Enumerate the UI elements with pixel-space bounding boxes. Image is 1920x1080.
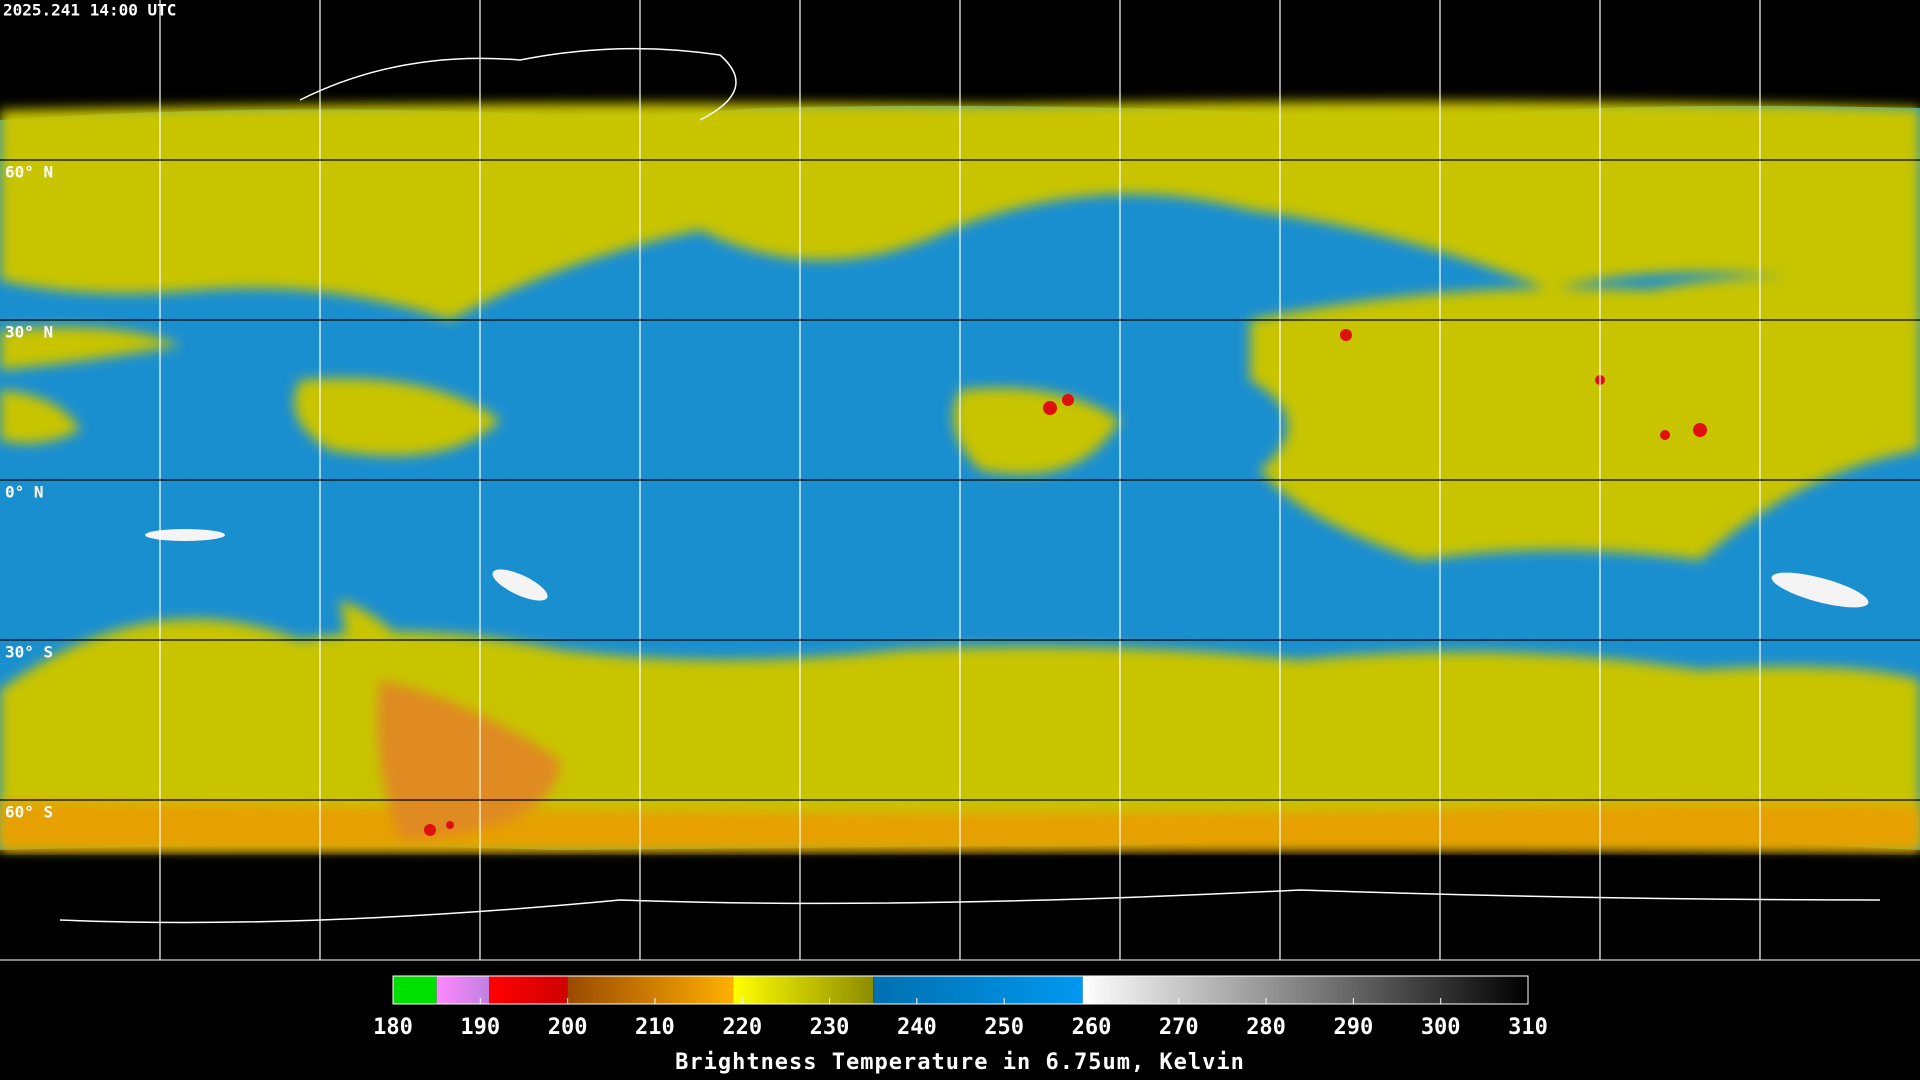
- colorbar-segment: [1082, 976, 1528, 1004]
- colorbar-tick-label: 230: [810, 1015, 850, 1040]
- colorbar: 180 190 200 210 220 230 240 250 260 270 280 290 300 3…: [373, 975, 1548, 1075]
- colorbar-tick-label: 300: [1421, 1015, 1461, 1040]
- colorbar-segment: [873, 976, 1083, 1004]
- lat-label: 30° N: [5, 323, 53, 342]
- graticule: [0, 0, 1920, 961]
- colorbar-frame: [392, 975, 1529, 1005]
- colorbar-tick-label: 290: [1334, 1015, 1374, 1040]
- lat-label: 60° N: [5, 163, 53, 182]
- colorbar-tick-label: 200: [548, 1015, 588, 1040]
- colorbar-segment: [733, 976, 874, 1004]
- lat-labels: 60° N 30° N 0° N 30° S 60° S: [5, 163, 53, 822]
- colorbar-tick-label: 180: [373, 1015, 413, 1040]
- colorbar-segment: [393, 976, 437, 1004]
- colorbar-tick-label: 190: [460, 1015, 500, 1040]
- colorbar-tick-label: 270: [1159, 1015, 1199, 1040]
- colorbar-tick-label: 240: [897, 1015, 937, 1040]
- colorbar-segment: [489, 976, 568, 1004]
- colorbar-tick-label: 250: [984, 1015, 1024, 1040]
- colorbar-tick-label: 260: [1072, 1015, 1112, 1040]
- colorbar-tick-label: 210: [635, 1015, 675, 1040]
- colorbar-tick-label: 280: [1246, 1015, 1286, 1040]
- colorbar-tick-label: 220: [722, 1015, 762, 1040]
- lat-label: 30° S: [5, 643, 53, 662]
- colorbar-tick-label: 310: [1508, 1015, 1548, 1040]
- colorbar-title: Brightness Temperature in 6.75um, Kelvin: [675, 1050, 1245, 1075]
- lat-label: 0° N: [5, 483, 44, 502]
- colorbar-segment: [567, 976, 734, 1004]
- colorbar-segment: [436, 976, 490, 1004]
- timestamp: 2025.241 14:00 UTC: [3, 1, 176, 20]
- lat-label: 60° S: [5, 803, 53, 822]
